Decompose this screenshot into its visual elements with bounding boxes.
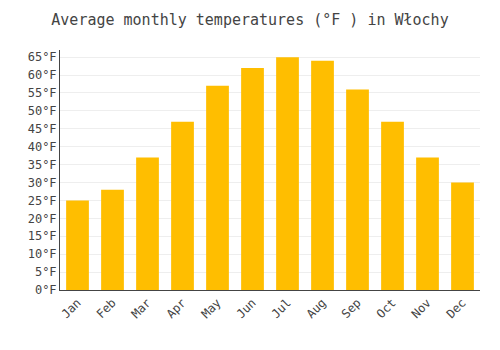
svg-text:65°F: 65°F: [28, 50, 57, 64]
svg-text:Sep: Sep: [339, 296, 364, 321]
svg-text:Jul: Jul: [269, 296, 294, 321]
svg-text:20°F: 20°F: [28, 212, 57, 226]
svg-text:Oct: Oct: [374, 296, 399, 321]
svg-text:May: May: [199, 296, 224, 321]
svg-text:30°F: 30°F: [28, 176, 57, 190]
svg-text:25°F: 25°F: [28, 194, 57, 208]
svg-text:Feb: Feb: [94, 296, 119, 321]
svg-text:35°F: 35°F: [28, 158, 57, 172]
svg-text:40°F: 40°F: [28, 140, 57, 154]
svg-text:55°F: 55°F: [28, 86, 57, 100]
svg-text:Apr: Apr: [164, 296, 189, 321]
svg-text:50°F: 50°F: [28, 104, 57, 118]
svg-text:Aug: Aug: [304, 296, 329, 321]
svg-text:5°F: 5°F: [35, 265, 57, 279]
svg-text:15°F: 15°F: [28, 229, 57, 243]
svg-text:60°F: 60°F: [28, 68, 57, 82]
svg-text:10°F: 10°F: [28, 247, 57, 261]
svg-text:Jan: Jan: [59, 296, 84, 321]
svg-text:Nov: Nov: [409, 296, 434, 321]
svg-text:0°F: 0°F: [35, 283, 57, 297]
svg-text:45°F: 45°F: [28, 122, 57, 136]
svg-text:Dec: Dec: [444, 296, 469, 321]
svg-text:Average monthly temperatures (: Average monthly temperatures (°F ) in Wł…: [51, 11, 448, 29]
svg-text:Jun: Jun: [234, 296, 259, 321]
svg-text:Mar: Mar: [129, 296, 154, 321]
